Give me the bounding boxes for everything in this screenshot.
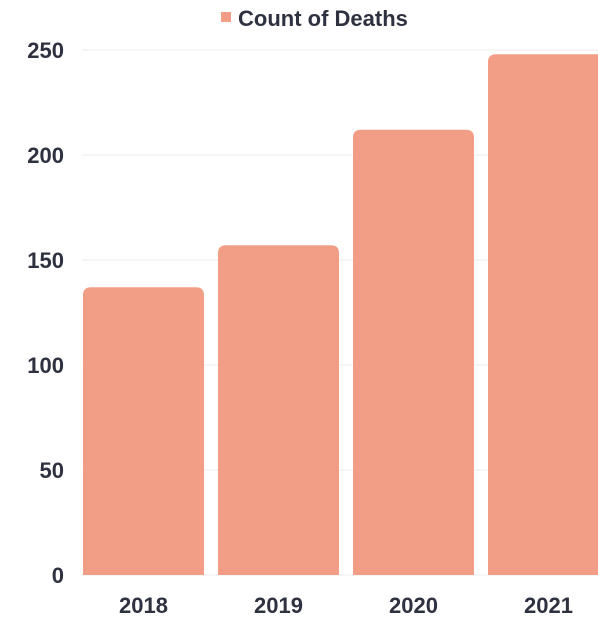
x-tick-label: 2021 (524, 593, 573, 618)
y-tick-label: 200 (27, 143, 64, 168)
bar-2021 (488, 54, 598, 575)
bar-2019 (218, 245, 339, 576)
y-axis-tick-labels: 0 50 100 150 200 250 (27, 38, 64, 588)
legend-label: Count of Deaths (238, 6, 408, 31)
bars (83, 54, 598, 576)
x-tick-label: 2020 (389, 593, 438, 618)
y-tick-label: 150 (27, 248, 64, 273)
y-tick-label: 250 (27, 38, 64, 63)
y-tick-label: 50 (40, 458, 64, 483)
x-tick-label: 2019 (254, 593, 303, 618)
legend: Count of Deaths (221, 6, 408, 31)
bar-2018 (83, 287, 204, 575)
legend-swatch (221, 12, 231, 22)
y-tick-label: 100 (27, 353, 64, 378)
x-tick-label: 2018 (119, 593, 168, 618)
bar-2020 (353, 129, 474, 576)
x-axis-tick-labels: 2018 2019 2020 2021 (119, 593, 573, 618)
y-tick-label: 0 (52, 563, 64, 588)
